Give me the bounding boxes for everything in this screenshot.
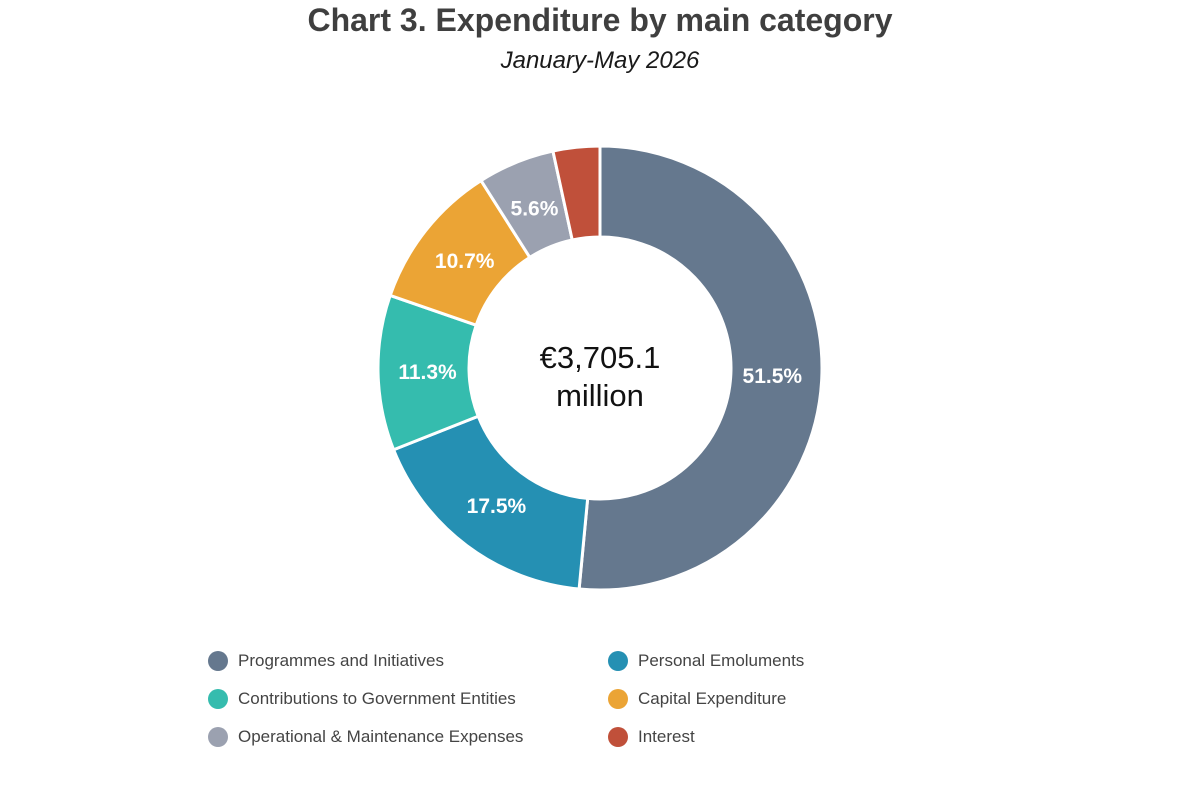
- legend-item: Operational & Maintenance Expenses: [208, 724, 608, 750]
- slice-interest: [551, 144, 602, 242]
- legend-item: Programmes and Initiatives: [208, 648, 608, 674]
- legend-label: Capital Expenditure: [638, 689, 787, 708]
- slice-data-label: 10.7%: [435, 250, 495, 273]
- center-total-unit: million: [556, 378, 644, 413]
- slice-data-label: 11.3%: [398, 361, 457, 384]
- legend-swatch: [608, 727, 628, 747]
- slice-programmes-and-initiatives: [577, 144, 824, 592]
- legend-item: Personal Emoluments: [608, 648, 908, 674]
- slice-data-label: 5.6%: [511, 197, 559, 220]
- legend-swatch: [608, 651, 628, 671]
- legend-label: Contributions to Government Entities: [238, 689, 516, 708]
- legend-item: Capital Expenditure: [608, 686, 908, 712]
- chart-legend: Programmes and Initiatives Personal Emolu…: [208, 648, 908, 750]
- legend-swatch: [608, 689, 628, 709]
- chart-title: Chart 3. Expenditure by main category: [307, 2, 893, 38]
- legend-swatch: [208, 651, 228, 671]
- slice-data-label: 51.5%: [743, 365, 803, 388]
- legend-label: Operational & Maintenance Expenses: [238, 727, 524, 746]
- legend-label: Programmes and Initiatives: [238, 651, 444, 670]
- slice-data-label: 17.5%: [467, 495, 527, 518]
- legend-swatch: [208, 689, 228, 709]
- legend-label: Personal Emoluments: [638, 651, 805, 670]
- center-total-value: €3,705.1: [540, 340, 661, 375]
- legend-swatch: [208, 727, 228, 747]
- legend-label: Interest: [638, 727, 695, 746]
- chart-subtitle: January-May 2026: [500, 47, 700, 74]
- legend-item: Contributions to Government Entities: [208, 686, 608, 712]
- legend-item: Interest: [608, 724, 908, 750]
